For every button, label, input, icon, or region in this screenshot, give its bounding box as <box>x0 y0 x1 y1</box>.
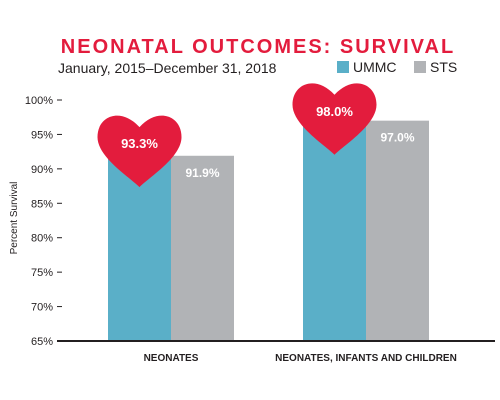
y-axis-label: Percent Survival <box>9 182 20 255</box>
legend-swatch-ummc <box>337 61 349 73</box>
legend-label-sts: STS <box>430 59 457 75</box>
heart-marker <box>292 83 377 155</box>
bar-sts-0 <box>171 155 234 341</box>
legend-swatch-sts <box>414 61 426 73</box>
legend-label-ummc: UMMC <box>353 59 397 75</box>
bar-sts-1 <box>366 120 429 342</box>
y-tick-label: 85% <box>31 198 53 210</box>
bar-labels: 93.3% 91.9% 98.0% 97.0% <box>97 83 415 188</box>
y-tick-label: 80% <box>31 233 53 245</box>
y-axis-ticks: 100% 95% 90% 85% 80% 75% 70% 65% <box>25 95 62 348</box>
x-category-label: NEONATES <box>144 353 199 364</box>
bar-value-label-ummc: 93.3% <box>121 136 158 151</box>
bars <box>108 113 429 342</box>
y-tick-label: 65% <box>31 336 53 348</box>
bar-value-label-sts: 97.0% <box>380 131 414 145</box>
category-labels: NEONATES NEONATES, INFANTS AND CHILDREN <box>144 353 457 364</box>
y-tick-label: 90% <box>31 164 53 176</box>
bar-value-label-sts: 91.9% <box>185 166 219 180</box>
chart-subtitle: January, 2015–December 31, 2018 <box>58 60 277 76</box>
bar-value-label-ummc: 98.0% <box>316 104 353 119</box>
y-tick-label: 75% <box>31 267 53 279</box>
y-tick-label: 95% <box>31 129 53 141</box>
y-tick-label: 70% <box>31 302 53 314</box>
chart-title: NEONATAL OUTCOMES: SURVIVAL <box>61 36 455 58</box>
heart-marker <box>97 115 182 188</box>
legend: UMMC STS <box>337 59 457 75</box>
y-tick-label: 100% <box>25 95 53 107</box>
x-category-label: NEONATES, INFANTS AND CHILDREN <box>275 353 457 364</box>
